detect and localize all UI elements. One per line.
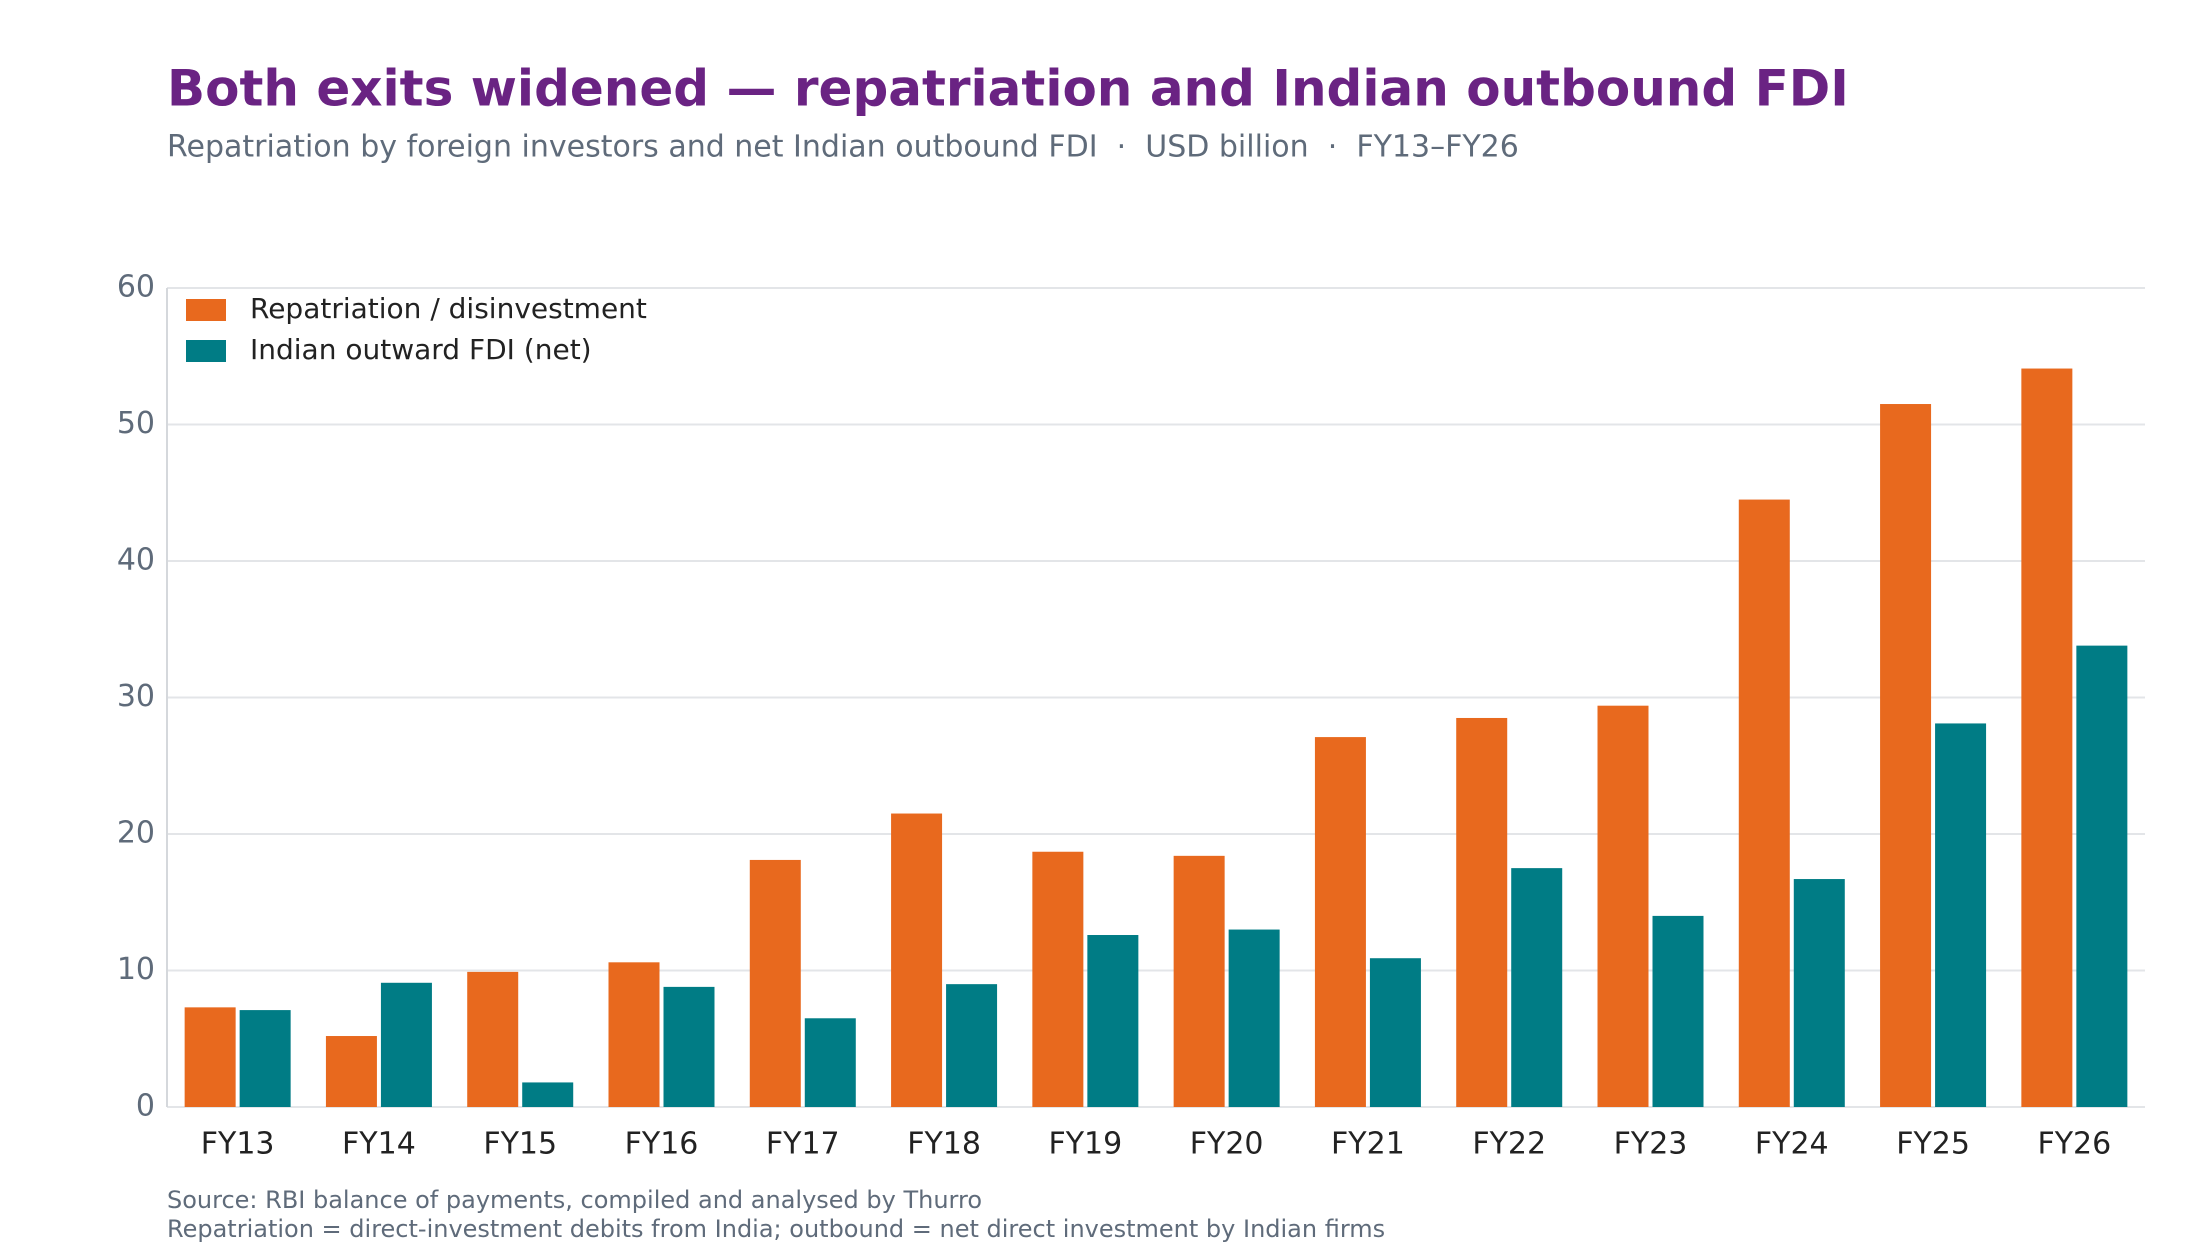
chart-title: Both exits widened — repatriation and In… xyxy=(167,60,1849,118)
bar xyxy=(184,1007,236,1107)
y-tick-label: 0 xyxy=(136,1089,155,1124)
legend-label: Repatriation / disinvestment xyxy=(250,292,647,325)
x-tick-label: FY26 xyxy=(2037,1127,2111,1162)
x-tick-label: FY15 xyxy=(483,1127,557,1162)
y-tick-label: 40 xyxy=(117,543,155,578)
y-tick-label: 60 xyxy=(117,270,155,305)
bar xyxy=(749,859,801,1107)
x-tick-label: FY18 xyxy=(907,1127,981,1162)
bar xyxy=(663,986,715,1107)
x-tick-label: FY25 xyxy=(1896,1127,1970,1162)
bar xyxy=(522,1082,574,1107)
x-tick-label: FY21 xyxy=(1331,1127,1405,1162)
bar xyxy=(1228,929,1280,1107)
y-tick-label: 10 xyxy=(117,952,155,987)
bar xyxy=(1314,737,1366,1107)
legend-label: Indian outward FDI (net) xyxy=(250,333,592,366)
bar xyxy=(467,971,519,1107)
x-tick-label: FY14 xyxy=(342,1127,416,1162)
bar xyxy=(1880,404,1932,1107)
x-tick-label: FY23 xyxy=(1614,1127,1688,1162)
definition-note: Repatriation = direct-investment debits … xyxy=(167,1215,1385,1243)
bar xyxy=(1511,868,1563,1107)
chart-subtitle: Repatriation by foreign investors and ne… xyxy=(167,130,1519,165)
bar xyxy=(1456,717,1508,1107)
y-tick-label: 30 xyxy=(117,679,155,714)
bar xyxy=(946,984,998,1107)
x-tick-label: FY17 xyxy=(766,1127,840,1162)
legend-swatch xyxy=(186,299,226,321)
bar xyxy=(380,982,432,1107)
bar xyxy=(1087,935,1139,1107)
x-tick-label: FY20 xyxy=(1190,1127,1264,1162)
bar xyxy=(239,1010,291,1107)
bar xyxy=(891,813,943,1107)
x-tick-label: FY22 xyxy=(1472,1127,1546,1162)
bar xyxy=(325,1036,377,1107)
y-tick-label: 20 xyxy=(117,816,155,851)
bar xyxy=(2021,368,2073,1107)
y-tick-label: 50 xyxy=(117,406,155,441)
bar xyxy=(804,1018,856,1107)
bar xyxy=(1173,855,1225,1107)
bar xyxy=(1652,915,1704,1107)
x-tick-label: FY24 xyxy=(1755,1127,1829,1162)
bar xyxy=(1032,851,1084,1107)
x-tick-label: FY19 xyxy=(1048,1127,1122,1162)
bar xyxy=(608,962,660,1107)
x-tick-label: FY16 xyxy=(625,1127,699,1162)
source-note: Source: RBI balance of payments, compile… xyxy=(167,1186,982,1214)
bar xyxy=(1935,723,1987,1107)
legend-swatch xyxy=(186,340,226,362)
bar xyxy=(1738,499,1790,1107)
bar xyxy=(1369,958,1421,1107)
bar xyxy=(2076,645,2128,1107)
bar xyxy=(1597,705,1649,1107)
bar xyxy=(1793,879,1845,1107)
x-tick-label: FY13 xyxy=(201,1127,275,1162)
